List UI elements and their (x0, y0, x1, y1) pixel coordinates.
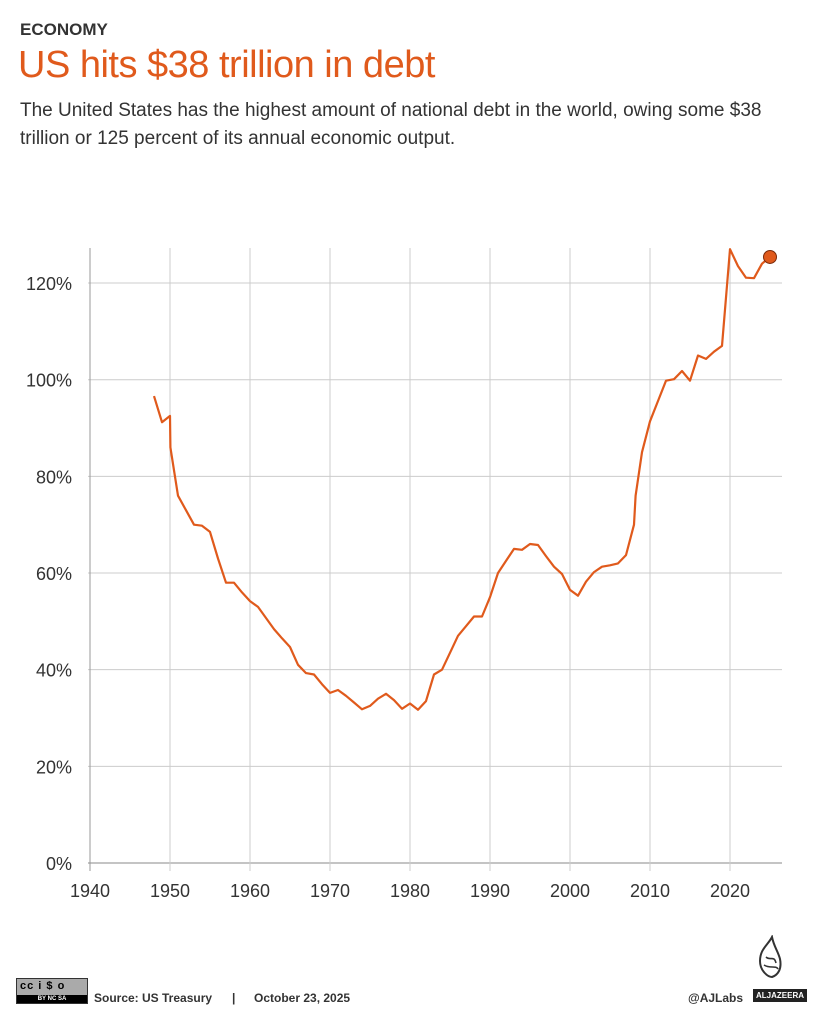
y-tick-label: 100% (26, 371, 72, 391)
page-title: US hits $38 trillion in debt (18, 44, 435, 86)
subtitle: The United States has the highest amount… (20, 100, 762, 149)
y-tick-label: 120% (26, 274, 72, 294)
footer: cc i $ o BY NC SA Source: US Treasury | … (16, 978, 808, 1008)
aljazeera-logo-icon (758, 935, 782, 979)
license-symbols: cc i $ o (20, 980, 66, 992)
y-tick-label: 40% (36, 661, 72, 681)
x-tick-label: 1980 (390, 881, 430, 901)
x-tick-label: 1960 (230, 881, 270, 901)
debt-line-series (152, 248, 771, 711)
x-tick-label: 2000 (550, 881, 590, 901)
x-tick-label: 1950 (150, 881, 190, 901)
y-tick-label: 20% (36, 757, 72, 777)
x-tick-label: 1990 (470, 881, 510, 901)
kicker: ECONOMY (20, 20, 108, 39)
creative-commons-badge-icon: cc i $ o BY NC SA (16, 978, 88, 1004)
license-label: BY NC SA (17, 995, 87, 1003)
x-tick-label: 1970 (310, 881, 350, 901)
y-tick-label: 0% (46, 854, 72, 874)
y-tick-label: 80% (36, 467, 72, 487)
x-tick-label: 1940 (70, 881, 110, 901)
separator: | (232, 991, 236, 1005)
date-text: October 23, 2025 (254, 991, 351, 1005)
y-tick-label: 60% (36, 564, 72, 584)
brand-wordmark: ALJAZEERA (753, 989, 808, 1002)
x-tick-label: 2010 (630, 881, 670, 901)
line-chart: 0% 20% 40% 60% 80% 100% 120% 1940 1950 1960 1970 19… (26, 248, 782, 901)
source-text: Source: US Treasury (94, 991, 213, 1005)
x-tick-label: 2020 (710, 881, 750, 901)
latest-value-marker (763, 249, 777, 264)
handle-text: @AJLabs (688, 991, 744, 1005)
